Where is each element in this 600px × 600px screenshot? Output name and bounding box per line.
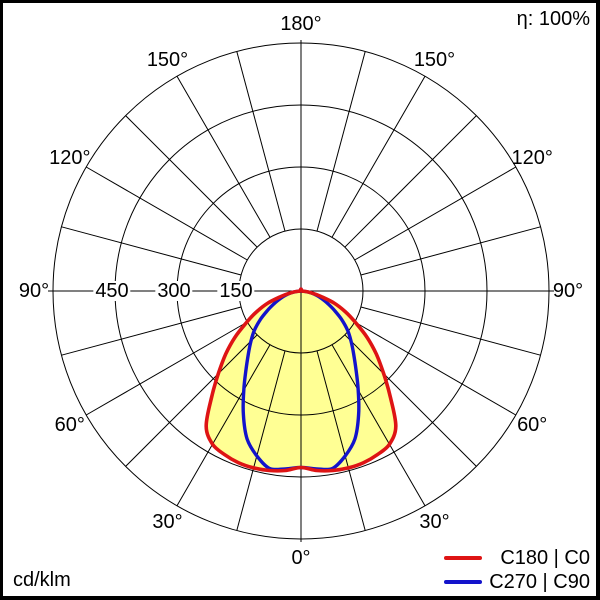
legend-label-c270-c90: C270 | C90: [489, 570, 590, 593]
radial-grid-line-255: [61, 226, 242, 276]
efficiency-label: η: 100%: [516, 8, 590, 30]
radial-grid-line-135: [344, 115, 477, 248]
radial-grid-line-195: [236, 51, 286, 232]
radial-grid-line-150: [331, 75, 426, 238]
legend-item-c270-c90: C270 | C90: [444, 570, 590, 593]
legend-blue-line-swatch: [444, 579, 482, 584]
radial-grid-line-285: [61, 306, 242, 356]
curve-c180-c0: [204, 287, 398, 473]
radial-grid-line-210: [176, 75, 271, 238]
radial-grid-line-330: [176, 344, 271, 507]
polar-chart-canvas: [48, 40, 554, 542]
legend-label-c180-c0: C180 | C0: [500, 546, 590, 569]
radial-grid-line-315: [125, 334, 258, 467]
legend-red-line-swatch: [444, 555, 482, 560]
radial-grid-line-15: [316, 350, 366, 531]
radial-grid-line-300: [85, 321, 248, 416]
radial-grid-line-120: [354, 166, 517, 261]
unit-label: cd/klm: [13, 569, 71, 591]
radial-grid-line-105: [360, 226, 541, 276]
radial-grid-line-345: [236, 350, 286, 531]
radial-grid-line-75: [360, 306, 541, 356]
radial-grid-line-225: [125, 115, 258, 248]
radial-grid-line-60: [354, 321, 517, 416]
radial-grid-line-240: [85, 166, 248, 261]
radial-grid-line-30: [331, 344, 426, 507]
radial-grid-line-45: [344, 334, 477, 467]
legend: C180 | C0 C270 | C90: [444, 546, 590, 593]
legend-item-c180-c0: C180 | C0: [444, 546, 590, 569]
radial-grid-line-165: [316, 51, 366, 232]
